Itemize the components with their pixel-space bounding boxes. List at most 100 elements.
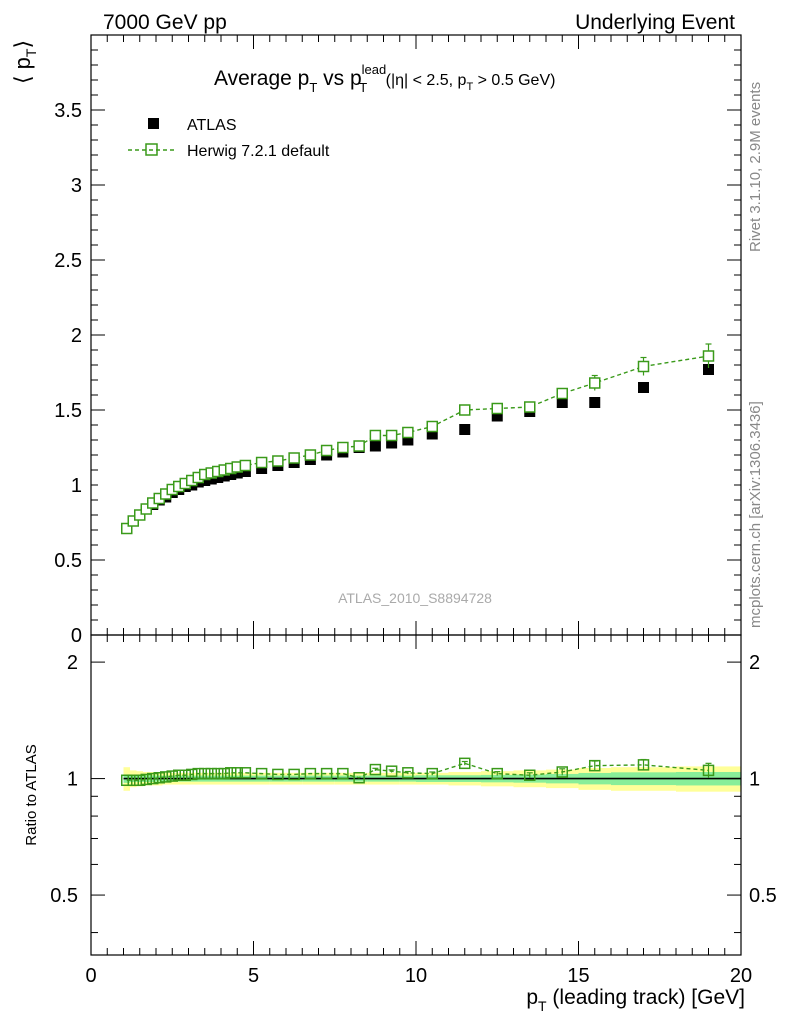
main-plot-area: 0 0.5 1 1.5 2 2.5 3 3.5 <box>54 34 742 647</box>
mc-point <box>385 429 398 442</box>
ratio-mc-point <box>205 767 217 780</box>
title-sup: lead <box>362 62 387 77</box>
atlas-point <box>491 410 503 422</box>
ratio-mc-point <box>186 768 198 781</box>
side-label-rivet: Rivet 3.1.10, 2.9M events <box>747 82 764 252</box>
mc-point <box>556 387 568 400</box>
mc-point <box>134 509 146 521</box>
title-cut-a: (|η| < 2.5, p <box>381 72 466 89</box>
atlas-point <box>426 428 438 440</box>
ratio-mc-point <box>160 771 172 783</box>
ratio-mc-point <box>166 770 178 782</box>
mc-point <box>140 503 152 515</box>
ratio-ytick-label-left: 1 <box>67 769 78 791</box>
main-ytick-label: 0 <box>71 625 82 647</box>
mc-point <box>304 449 317 461</box>
xtick-label: 10 <box>405 965 427 987</box>
mc-point <box>272 455 284 467</box>
xtick-label: 20 <box>730 965 752 987</box>
main-ytick-label: 3.5 <box>54 100 82 122</box>
ratio-mc-point <box>589 759 601 772</box>
xlabel-rest: (leading track) [GeV] <box>547 986 745 1009</box>
atlas-point <box>256 463 268 474</box>
main-ylabel: ⟨ pT⟩ <box>10 40 39 84</box>
ratio-mc-point <box>426 767 438 780</box>
main-ytick-label: 2.5 <box>54 250 82 272</box>
ratio-mc-point <box>353 771 365 784</box>
ratio-mc-point <box>385 765 398 777</box>
atlas-point <box>239 466 251 477</box>
header-right: Underlying Event <box>575 11 735 34</box>
mc-point <box>402 426 414 439</box>
atlas-point <box>212 472 224 483</box>
title-cut-sub: T <box>466 81 473 93</box>
ratio-mc-point <box>369 763 382 776</box>
ratio-mc-point <box>272 768 284 781</box>
atlas-point <box>369 440 381 452</box>
atlas-point <box>556 397 568 408</box>
ratio-mc-point <box>199 767 211 780</box>
watermark: ATLAS_2010_S8894728 <box>338 590 492 606</box>
xtick-label: 15 <box>567 965 589 987</box>
mc-point <box>320 444 333 457</box>
atlas-point <box>225 469 237 480</box>
mc-point <box>637 360 650 373</box>
main-ytick-label: 1.5 <box>54 400 82 422</box>
legend-atlas-marker <box>148 118 159 129</box>
ratio-mc-point <box>147 772 159 785</box>
atlas-point <box>459 424 471 435</box>
ratio-mc-point <box>179 769 191 782</box>
ratio-mc-point <box>255 767 268 780</box>
ratio-mc-point <box>231 767 243 779</box>
ratio-mc-point <box>173 769 185 782</box>
ratio-frame <box>90 634 742 956</box>
header-left: 7000 GeV pp <box>103 11 227 34</box>
atlas-point <box>231 467 243 479</box>
ratio-mc-point <box>192 767 204 780</box>
ratio-mc-point <box>637 759 650 771</box>
ratio-mc-point <box>556 766 568 778</box>
mc-point <box>121 522 133 535</box>
legend-mc-marker <box>145 143 158 156</box>
mc-point <box>239 459 252 472</box>
main-ytick-label: 3 <box>71 175 82 197</box>
ratio-ytick-label-right: 0.5 <box>749 885 777 907</box>
atlas-point <box>199 475 211 486</box>
mc-point <box>369 429 382 442</box>
mc-point <box>288 452 300 464</box>
ratio-ytick-label-left: 0.5 <box>50 885 78 907</box>
ylabel-open: ⟨ p <box>10 57 35 84</box>
mc-series-line <box>126 355 709 529</box>
atlas-point <box>589 397 601 408</box>
ratio-mc-point <box>225 767 237 779</box>
atlas-point <box>205 473 217 485</box>
mc-point <box>426 420 438 433</box>
ratio-mc-point <box>702 764 715 777</box>
legend-mc-label: Herwig 7.2.1 default <box>187 143 330 160</box>
xlabel: pT (leading track) [GeV] <box>526 986 745 1014</box>
xtick-label: 5 <box>248 965 259 987</box>
atlas-point <box>703 364 714 375</box>
ratio-mc-point <box>127 774 139 787</box>
ratio-mc-point <box>524 769 536 782</box>
mc-point <box>127 515 139 527</box>
mc-point <box>702 350 715 362</box>
main-ytick-label: 0.5 <box>54 550 82 572</box>
mc-point <box>491 402 503 415</box>
ratio-mc-point <box>140 773 152 786</box>
title-vs: vs p <box>317 67 361 90</box>
ratio-mc-point <box>218 767 230 780</box>
ratio-mc-point <box>320 767 333 780</box>
atlas-point <box>638 382 649 393</box>
ratio-ytick-label-right: 2 <box>749 652 760 674</box>
plot-title: Average pT vs plead T (|η| < 2.5, pT > 0.… <box>214 62 555 95</box>
ratio-mc-point <box>304 767 317 780</box>
ratio-mc-point <box>212 767 224 780</box>
ratio-mc-point <box>402 767 414 779</box>
title-sub1: T <box>309 80 317 95</box>
ratio-mc-line <box>126 762 709 781</box>
mc-point <box>459 404 471 416</box>
main-ytick-label: 1 <box>71 475 82 497</box>
ratio-mc-point <box>337 767 349 780</box>
ratio-ytick-label-right: 1 <box>749 769 760 791</box>
